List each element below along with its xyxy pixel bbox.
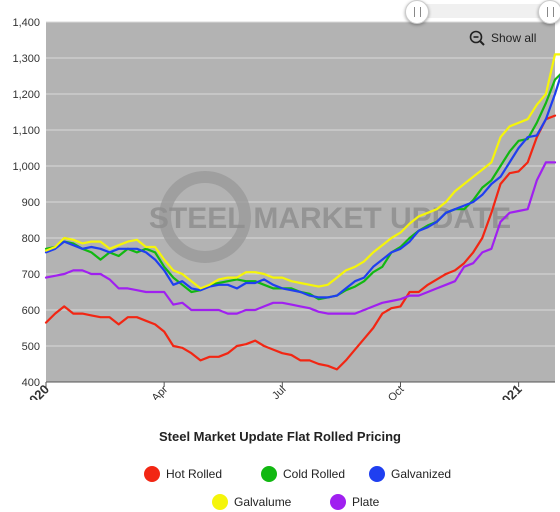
watermark-logo-icon — [159, 171, 251, 263]
show-all-button[interactable]: Show all — [469, 30, 536, 46]
y-tick-label: 400 — [22, 377, 40, 389]
y-tick-label: 1,400 — [12, 17, 40, 29]
navigator-right-handle[interactable] — [538, 0, 560, 24]
legend-swatch-icon — [369, 466, 385, 482]
legend-label: Cold Rolled — [283, 467, 346, 481]
series-line-galvanized — [44, 74, 560, 299]
y-tick-label: 1,300 — [12, 53, 40, 65]
legend-label: Hot Rolled — [166, 467, 223, 481]
x-tick-label: Oct — [386, 384, 407, 400]
zoom-out-icon — [469, 30, 485, 46]
legend-swatch-icon — [330, 494, 346, 510]
legend-label: Galvanized — [391, 467, 452, 481]
grip-icon — [413, 7, 421, 17]
watermark-text: STEEL MARKET UPDATE — [149, 202, 511, 235]
y-tick-label: 600 — [22, 305, 40, 317]
y-tick-label: 1,200 — [12, 89, 40, 101]
legend-swatch-icon — [144, 466, 160, 482]
series-line-galvalume — [44, 53, 560, 290]
legend-item-galvanized[interactable]: Galvanized — [369, 466, 451, 482]
legend-swatch-icon — [261, 466, 277, 482]
legend-label: Plate — [352, 495, 380, 509]
legend-swatch-icon — [212, 494, 228, 510]
navigator-left-handle[interactable] — [405, 0, 429, 24]
show-all-label: Show all — [491, 31, 537, 45]
y-tick-label: 500 — [22, 341, 40, 353]
y-tick-label: 1,100 — [12, 125, 40, 137]
series-line-hot-rolled — [44, 114, 557, 371]
legend-item-cold-rolled[interactable]: Cold Rolled — [261, 466, 345, 482]
series-line-plate — [44, 161, 557, 315]
legend-item-plate[interactable]: Plate — [330, 494, 379, 510]
y-axis: 400 500 600 700 800 900 1,000 1,100 1,200 1,300 1,… — [12, 17, 40, 389]
legend-item-hot-rolled[interactable]: Hot Rolled — [144, 466, 222, 482]
navigator-bar[interactable] — [418, 4, 552, 18]
watermark: STEEL MARKET UPDATE — [149, 171, 511, 263]
y-tick-label: 700 — [22, 269, 40, 281]
legend-item-galvalume[interactable]: Galvalume — [212, 494, 291, 510]
x-tick-label: Jul — [270, 384, 288, 400]
x-tick-label: Apr — [150, 383, 171, 400]
grid-lines — [46, 21, 555, 383]
grip-icon — [546, 7, 554, 17]
y-tick-label: 1,000 — [12, 161, 40, 173]
chart-canvas: STEEL MARKET UPDATE 400 500 600 700 800 900 1,… — [12, 17, 560, 400]
y-tick-label: 800 — [22, 233, 40, 245]
series-lines — [44, 53, 560, 371]
chart-title: Steel Market Update Flat Rolled Pricing — [159, 429, 401, 444]
legend-label: Galvalume — [234, 495, 292, 509]
y-tick-label: 900 — [22, 197, 40, 209]
x-axis: 2020 Apr Jul Oct 2021 — [21, 381, 555, 400]
x-tick-label: 2021 — [494, 382, 525, 400]
